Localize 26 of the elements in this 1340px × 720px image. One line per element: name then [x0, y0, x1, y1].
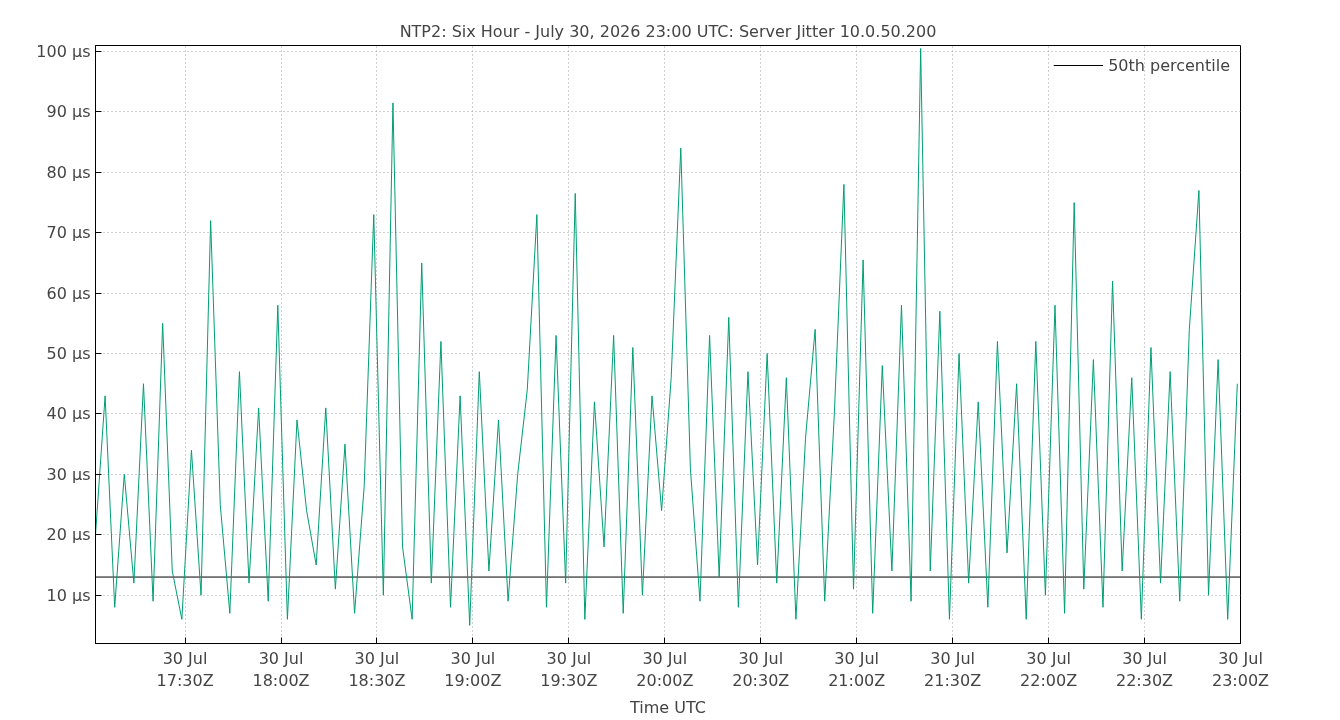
- y-tick-label: 50 µs: [46, 344, 91, 364]
- x-tick-label: 30 Jul 19:00Z: [444, 648, 502, 691]
- x-tick-label: 30 Jul 18:30Z: [348, 648, 406, 691]
- chart-title: NTP2: Six Hour - July 30, 2026 23:00 UTC: Server Jitter 10.0.50.200: [399, 21, 937, 41]
- y-tick-label: 80 µs: [46, 162, 91, 182]
- x-tick-label: 30 Jul 22:30Z: [1116, 648, 1174, 691]
- x-axis-title: Time UTC: [629, 698, 706, 718]
- legend-label: 50th percentile: [1108, 55, 1230, 75]
- y-tick-label: 90 µs: [46, 102, 91, 122]
- x-tick-label: 30 Jul 20:00Z: [636, 648, 694, 691]
- x-tick-label: 30 Jul 21:00Z: [828, 648, 886, 691]
- y-tick-label: 60 µs: [46, 283, 91, 303]
- x-tick-label: 30 Jul 22:00Z: [1020, 648, 1078, 691]
- x-tick-label: 30 Jul 19:30Z: [540, 648, 598, 691]
- y-tick-label: 70 µs: [46, 223, 91, 243]
- y-tick-label: 10 µs: [46, 585, 91, 605]
- y-tick-label: 100 µs: [36, 42, 91, 62]
- x-tick-label: 30 Jul 20:30Z: [732, 648, 790, 691]
- line-series: [95, 48, 1238, 626]
- x-tick-label: 30 Jul 23:00Z: [1211, 648, 1270, 691]
- x-tick-label: 30 Jul 18:00Z: [252, 648, 310, 691]
- y-tick-label: 40 µs: [46, 404, 91, 424]
- x-tick-label: 30 Jul 21:30Z: [924, 648, 982, 691]
- y-tick-label: 30 µs: [46, 464, 91, 484]
- y-tick-label: 20 µs: [46, 525, 91, 545]
- x-tick-label: 30 Jul 17:30Z: [156, 648, 214, 691]
